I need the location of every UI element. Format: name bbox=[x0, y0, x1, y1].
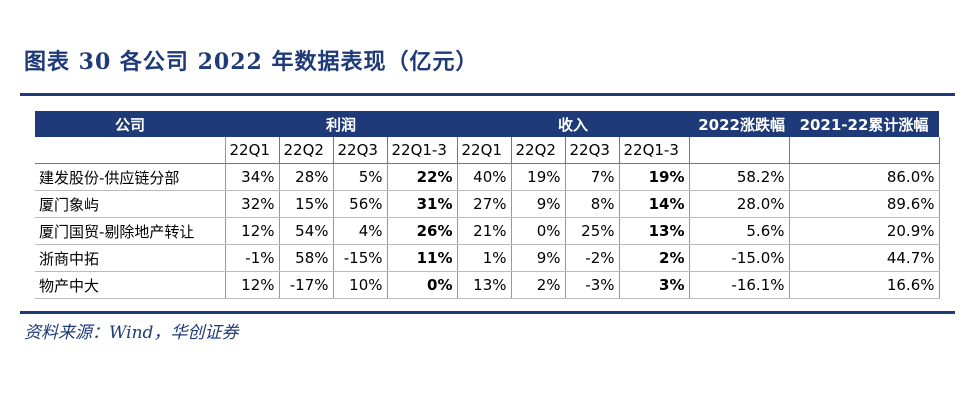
revenue-total-cell: 19% bbox=[619, 163, 690, 191]
cumulative-cell: 44.7% bbox=[789, 244, 940, 272]
profit-cell: 54% bbox=[279, 217, 334, 245]
revenue-cell: 13% bbox=[457, 271, 512, 299]
cumulative-cell: 86.0% bbox=[789, 163, 940, 191]
quarter-label: 22Q3 bbox=[333, 137, 388, 164]
header-blank bbox=[689, 137, 790, 164]
profit-cell: 12% bbox=[225, 271, 280, 299]
table-row: 厦门象屿 32% 15% 56% 31% 27% 9% 8% 14% 28.0%… bbox=[35, 190, 940, 218]
revenue-cell: 0% bbox=[511, 217, 566, 245]
revenue-cell: 7% bbox=[565, 163, 620, 191]
profit-cell: 34% bbox=[225, 163, 280, 191]
source-note: 资料来源：Wind，华创证券 bbox=[24, 323, 239, 343]
cumulative-cell: 16.6% bbox=[789, 271, 940, 299]
profit-cell: 4% bbox=[333, 217, 388, 245]
revenue-cell: 25% bbox=[565, 217, 620, 245]
header-row-main: 公司 利润 收入 2022涨跌幅 2021-22累计涨幅 bbox=[35, 111, 939, 137]
profit-total-cell: 26% bbox=[387, 217, 458, 245]
revenue-total-cell: 14% bbox=[619, 190, 690, 218]
table-row: 厦门国贸-剔除地产转让 12% 54% 4% 26% 21% 0% 25% 13… bbox=[35, 217, 940, 245]
revenue-total-cell: 3% bbox=[619, 271, 690, 299]
revenue-cell: 2% bbox=[511, 271, 566, 299]
cumulative-cell: 89.6% bbox=[789, 190, 940, 218]
change-2022-cell: -15.0% bbox=[689, 244, 790, 272]
revenue-cell: 21% bbox=[457, 217, 512, 245]
company-name: 厦门国贸-剔除地产转让 bbox=[35, 217, 226, 245]
revenue-cell: 27% bbox=[457, 190, 512, 218]
profit-cell: 28% bbox=[279, 163, 334, 191]
revenue-cell: 40% bbox=[457, 163, 512, 191]
quarter-label: 22Q1 bbox=[457, 137, 512, 164]
header-company: 公司 bbox=[35, 111, 225, 137]
header-change-2022: 2022涨跌幅 bbox=[689, 111, 789, 137]
header-blank bbox=[789, 137, 940, 164]
table-row: 浙商中拓 -1% 58% -15% 11% 1% 9% -2% 2% -15.0… bbox=[35, 244, 940, 272]
table-row: 物产中大 12% -17% 10% 0% 13% 2% -3% 3% -16.1… bbox=[35, 271, 940, 299]
change-2022-cell: -16.1% bbox=[689, 271, 790, 299]
change-2022-cell: 58.2% bbox=[689, 163, 790, 191]
cumulative-cell: 20.9% bbox=[789, 217, 940, 245]
profit-cell: -17% bbox=[279, 271, 334, 299]
bottom-rule bbox=[20, 311, 955, 314]
quarter-label: 22Q2 bbox=[279, 137, 334, 164]
revenue-cell: 19% bbox=[511, 163, 566, 191]
profit-cell: 56% bbox=[333, 190, 388, 218]
profit-cell: 58% bbox=[279, 244, 334, 272]
revenue-total-cell: 2% bbox=[619, 244, 690, 272]
company-name: 物产中大 bbox=[35, 271, 226, 299]
quarter-label: 22Q1-3 bbox=[619, 137, 690, 164]
profit-cell: 32% bbox=[225, 190, 280, 218]
revenue-cell: 9% bbox=[511, 244, 566, 272]
profit-total-cell: 11% bbox=[387, 244, 458, 272]
change-2022-cell: 28.0% bbox=[689, 190, 790, 218]
profit-cell: 15% bbox=[279, 190, 334, 218]
quarter-label: 22Q1-3 bbox=[387, 137, 458, 164]
profit-cell: -15% bbox=[333, 244, 388, 272]
figure-title: 图表 30 各公司 2022 年数据表现（亿元） bbox=[24, 49, 479, 75]
profit-total-cell: 31% bbox=[387, 190, 458, 218]
company-name: 浙商中拓 bbox=[35, 244, 226, 272]
revenue-cell: -3% bbox=[565, 271, 620, 299]
top-rule bbox=[20, 93, 955, 96]
profit-total-cell: 22% bbox=[387, 163, 458, 191]
revenue-cell: 8% bbox=[565, 190, 620, 218]
header-profit: 利润 bbox=[225, 111, 457, 137]
company-name: 建发股份-供应链分部 bbox=[35, 163, 226, 191]
company-data-table: 公司 利润 收入 2022涨跌幅 2021-22累计涨幅 22Q1 22Q2 2… bbox=[35, 111, 940, 299]
profit-total-cell: 0% bbox=[387, 271, 458, 299]
revenue-total-cell: 13% bbox=[619, 217, 690, 245]
table-row: 建发股份-供应链分部 34% 28% 5% 22% 40% 19% 7% 19%… bbox=[35, 163, 940, 191]
revenue-cell: -2% bbox=[565, 244, 620, 272]
header-row-quarters: 22Q1 22Q2 22Q3 22Q1-3 22Q1 22Q2 22Q3 22Q… bbox=[35, 137, 940, 164]
quarter-label: 22Q2 bbox=[511, 137, 566, 164]
change-2022-cell: 5.6% bbox=[689, 217, 790, 245]
profit-cell: 12% bbox=[225, 217, 280, 245]
header-blank bbox=[35, 137, 226, 164]
header-revenue: 收入 bbox=[457, 111, 689, 137]
company-name: 厦门象屿 bbox=[35, 190, 226, 218]
profit-cell: -1% bbox=[225, 244, 280, 272]
revenue-cell: 9% bbox=[511, 190, 566, 218]
revenue-cell: 1% bbox=[457, 244, 512, 272]
header-cumulative: 2021-22累计涨幅 bbox=[789, 111, 939, 137]
quarter-label: 22Q3 bbox=[565, 137, 620, 164]
quarter-label: 22Q1 bbox=[225, 137, 280, 164]
profit-cell: 5% bbox=[333, 163, 388, 191]
profit-cell: 10% bbox=[333, 271, 388, 299]
